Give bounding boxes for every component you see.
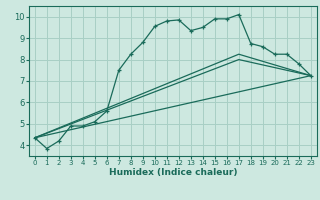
X-axis label: Humidex (Indice chaleur): Humidex (Indice chaleur) bbox=[108, 168, 237, 177]
